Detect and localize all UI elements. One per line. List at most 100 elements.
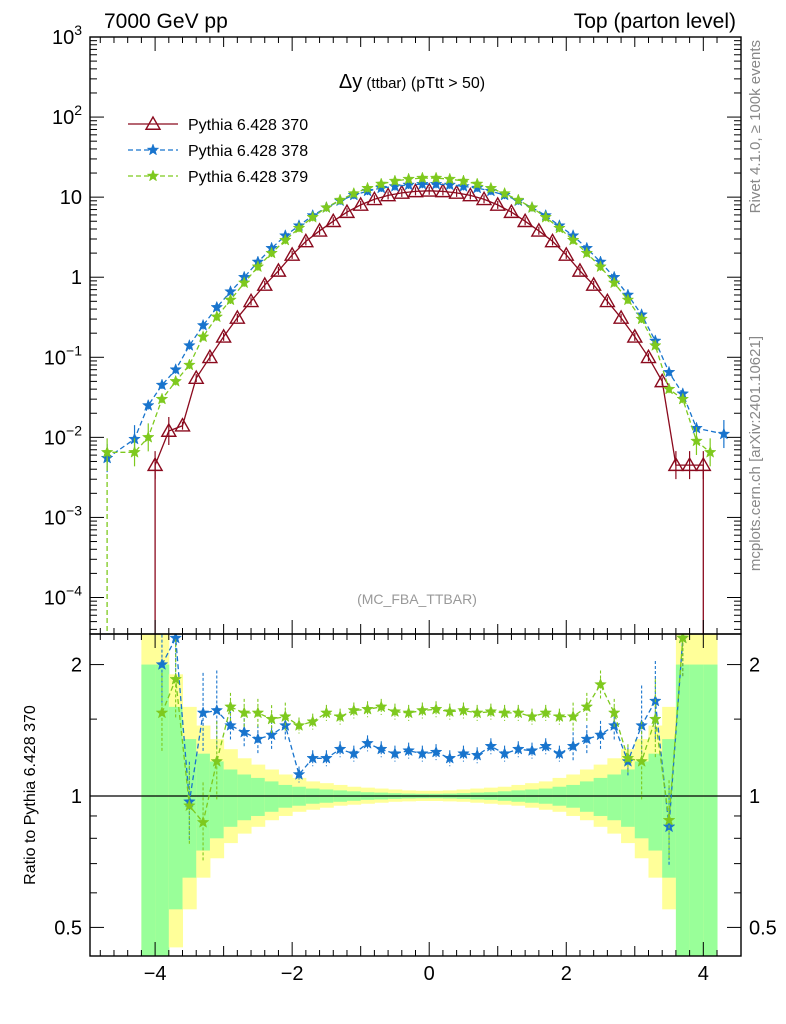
uncertainty-band-inner — [223, 769, 238, 827]
data-point — [612, 309, 630, 324]
uncertainty-band-inner — [237, 774, 252, 821]
data-point — [265, 246, 278, 259]
data-point — [306, 210, 320, 223]
data-point — [470, 177, 484, 190]
series-2 — [100, 177, 731, 473]
data-point — [366, 190, 383, 206]
data-point — [379, 187, 397, 202]
data-point — [667, 456, 685, 472]
data-point — [703, 445, 717, 458]
data-point — [626, 328, 643, 343]
data-point — [338, 203, 356, 219]
uncertainty-band-inner — [593, 777, 608, 816]
y-tick-label: 10−4 — [44, 582, 82, 609]
data-point — [100, 445, 114, 458]
ratio-point — [196, 815, 210, 828]
ratio-y-tick-label-right: 2 — [749, 655, 760, 677]
x-tick-label: 2 — [561, 963, 572, 985]
data-point — [128, 445, 141, 458]
data-point — [278, 233, 292, 246]
ratio-point — [484, 739, 498, 752]
ratio-point — [621, 751, 635, 764]
ratio-point — [429, 702, 443, 715]
data-point — [640, 348, 657, 364]
data-point — [415, 177, 429, 190]
uncertainty-band-inner — [196, 753, 211, 851]
uncertainty-band-inner — [141, 664, 156, 956]
data-point — [325, 212, 342, 228]
ratio-point — [470, 748, 484, 761]
data-point — [270, 262, 287, 277]
data-point — [256, 276, 273, 291]
ratio-point — [553, 709, 566, 723]
x-tick-label: −2 — [281, 963, 304, 985]
data-point — [530, 222, 548, 237]
y-tick-exp: 3 — [74, 22, 82, 38]
data-point — [146, 456, 164, 472]
series-line — [106, 183, 725, 459]
data-point — [434, 182, 452, 198]
ratio-point — [525, 744, 539, 757]
ratio-point — [292, 718, 306, 731]
ratio-point — [374, 742, 388, 755]
data-point — [544, 232, 561, 248]
data-point — [429, 171, 443, 184]
ratio-point — [566, 739, 580, 752]
data-point — [311, 222, 328, 237]
ratio-point — [388, 704, 402, 718]
data-point — [662, 365, 676, 378]
data-point — [393, 184, 411, 199]
ratio-point — [374, 700, 388, 713]
data-point — [599, 292, 616, 308]
ratio-point — [169, 672, 183, 685]
ratio-y-tick-label-right: 0.5 — [749, 917, 777, 939]
ratio-point — [511, 742, 525, 755]
ratio-point — [498, 706, 511, 719]
title-rest: (pTtt > 50) — [406, 75, 485, 92]
data-point — [242, 292, 260, 308]
ratio-point — [457, 703, 470, 716]
ratio-point — [402, 743, 416, 757]
data-point — [210, 300, 224, 313]
y-tick-exp: −2 — [66, 422, 82, 438]
data-point — [155, 392, 169, 405]
x-tick-label: 4 — [698, 963, 709, 985]
data-point — [594, 260, 607, 273]
y-tick-label: 1 — [71, 267, 82, 289]
ratio-point — [347, 703, 361, 716]
data-point — [297, 232, 315, 248]
watermark: (MC_FBA_TTBAR) — [357, 591, 477, 607]
y-tick-exp: 2 — [74, 102, 82, 118]
uncertainty-band-inner — [648, 753, 663, 851]
uncertainty-band-inner — [703, 664, 718, 956]
y-tick-exp: −4 — [66, 582, 82, 598]
y-tick-base: 10 — [44, 587, 66, 609]
uncertainty-band-inner — [251, 777, 266, 816]
legend-label: Pythia 6.428 370 — [188, 117, 308, 134]
data-point — [717, 427, 731, 440]
data-point — [635, 312, 648, 325]
data-point — [558, 246, 575, 261]
ratio-point — [484, 705, 498, 718]
ratio-point — [594, 677, 607, 690]
ratio-point — [306, 715, 320, 728]
ratio-point — [580, 732, 594, 745]
uncertainty-band-inner — [634, 761, 649, 839]
ratio-point — [320, 706, 333, 719]
ratio-point — [361, 736, 374, 749]
ratio-point — [210, 754, 224, 767]
data-point — [352, 196, 369, 211]
data-point — [160, 422, 178, 437]
ratio-point — [457, 746, 470, 760]
data-point — [695, 456, 712, 472]
data-point — [580, 246, 594, 259]
ratio-panel — [90, 634, 741, 956]
series-1 — [146, 182, 712, 634]
legend-label: Pythia 6.428 379 — [188, 169, 308, 186]
legend-item-2: Pythia 6.428 378 — [128, 143, 308, 160]
uncertainty-band-inner — [264, 781, 279, 812]
uncertainty-band-inner — [675, 664, 691, 956]
main-panel — [100, 171, 731, 634]
y-tick-exp: −1 — [66, 342, 82, 358]
ratio-point — [224, 700, 237, 713]
